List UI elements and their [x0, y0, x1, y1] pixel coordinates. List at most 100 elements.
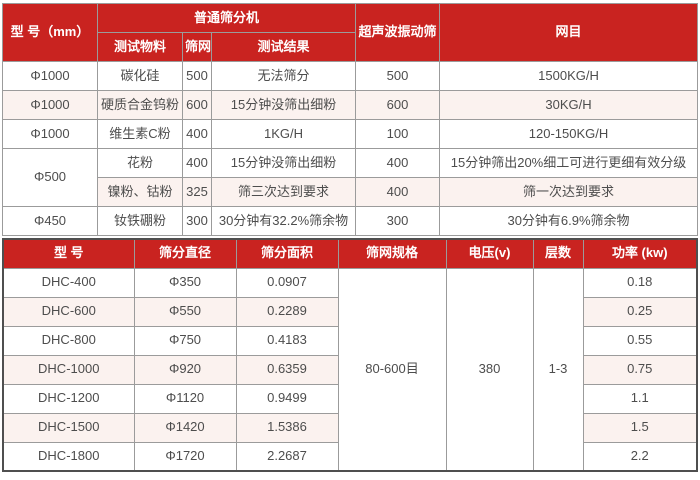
cell-ultrasonic-mesh: 100	[355, 119, 441, 149]
table-row: DHC-1000 Φ920 0.6359 0.75	[2, 354, 698, 385]
cell-diameter: Φ1420	[133, 412, 237, 443]
cell-result: 15分钟没筛出细粉	[210, 148, 357, 178]
cell-power: 0.55	[582, 325, 698, 356]
cell-model: DHC-1200	[2, 383, 135, 414]
th-test-material: 测试物料	[97, 32, 183, 62]
cell-model: DHC-600	[2, 296, 135, 327]
dhc-model-spec-table: 型 号 筛分直径 筛分面积 筛网规格 电压(v) 层数 功率 (kw) DHC-…	[2, 238, 698, 472]
cell-diameter: Φ550	[133, 296, 237, 327]
cell-model: DHC-1800	[2, 441, 135, 472]
th-ordinary-sieve: 普通筛分机	[96, 3, 357, 33]
cell-result: 30分钟有32.2%筛余物	[210, 206, 357, 236]
cell-power: 2.2	[582, 441, 698, 472]
cell-diameter: Φ1120	[133, 383, 237, 414]
table-row: Φ1000 硬质合金钨粉 600 15分钟没筛出细粉 600 30KG/H	[2, 90, 698, 120]
cell-material: 硬质合金钨粉	[97, 90, 183, 120]
cell-ultrasonic-mesh: 500	[355, 61, 441, 91]
cell-power: 1.5	[582, 412, 698, 443]
table1-header: 型 号（mm） 普通筛分机 超声波振动筛 网目 测试物料 筛网 测试结果	[2, 3, 698, 62]
th-sieve-area: 筛分面积	[235, 238, 339, 269]
cell-material: 维生素C粉	[97, 119, 183, 149]
cell-model: Φ1000	[2, 90, 98, 120]
table-row: DHC-1800 Φ1720 2.2687 2.2	[2, 441, 698, 472]
cell-model: Φ1000	[2, 119, 98, 149]
cell-mesh-output: 15分钟筛出20%细工可进行更细有效分级	[439, 148, 698, 178]
cell-area: 0.2289	[235, 296, 339, 327]
th-model-mm: 型 号（mm）	[2, 3, 98, 62]
table-row: 镍粉、钴粉 325 筛三次达到要求 400 筛一次达到要求	[3, 177, 698, 207]
table2-header: 型 号 筛分直径 筛分面积 筛网规格 电压(v) 层数 功率 (kw)	[2, 238, 698, 269]
cell-material: 钕铁硼粉	[97, 206, 183, 236]
cell-diameter: Φ1720	[133, 441, 237, 472]
cell-model-merged: Φ500	[2, 148, 98, 207]
table1-header-row-1: 型 号（mm） 普通筛分机 超声波振动筛 网目	[2, 3, 698, 62]
table-row: Φ450 钕铁硼粉 300 30分钟有32.2%筛余物 300 30分钟有6.9…	[2, 206, 698, 236]
cell-area: 0.6359	[235, 354, 339, 385]
table-row: Φ500 花粉 400 15分钟没筛出细粉 400 15分钟筛出20%细工可进行…	[2, 148, 698, 207]
th-sieve-mesh: 筛网	[182, 32, 212, 62]
cell-area: 0.0907	[235, 267, 339, 298]
cell-result: 无法筛分	[210, 61, 357, 91]
cell-mesh-output: 30分钟有6.9%筛余物	[439, 206, 698, 236]
cell-mesh-output: 1500KG/H	[439, 61, 698, 91]
cell-result: 1KG/H	[210, 119, 357, 149]
table2-header-row: 型 号 筛分直径 筛分面积 筛网规格 电压(v) 层数 功率 (kw)	[2, 238, 698, 269]
cell-power: 0.18	[582, 267, 698, 298]
cell-result: 15分钟没筛出细粉	[210, 90, 357, 120]
th-test-result: 测试结果	[210, 32, 357, 62]
cell-result: 筛三次达到要求	[210, 177, 357, 207]
cell-ultrasonic-mesh: 300	[355, 206, 441, 236]
cell-mesh-output: 筛一次达到要求	[439, 177, 698, 207]
cell-model: DHC-1000	[2, 354, 135, 385]
cell-material: 镍粉、钴粉	[97, 177, 183, 207]
cell-mesh-spec-merged: 80-600目	[337, 267, 447, 472]
cell-mesh: 600	[182, 90, 212, 120]
cell-layers-merged: 1-3	[532, 267, 584, 472]
cell-power: 0.25	[582, 296, 698, 327]
table-row: Φ1000 维生素C粉 400 1KG/H 100 120-150KG/H	[2, 119, 698, 149]
th-mesh-spec: 筛网规格	[337, 238, 447, 269]
cell-ultrasonic-mesh: 600	[355, 90, 441, 120]
table1-body: Φ1000 碳化硅 500 无法筛分 500 1500KG/H Φ1000 硬质…	[2, 61, 698, 236]
sieve-test-comparison-table: 型 号（mm） 普通筛分机 超声波振动筛 网目 测试物料 筛网 测试结果 Φ10…	[2, 3, 698, 236]
cell-model: DHC-1500	[2, 412, 135, 443]
cell-material: 碳化硅	[97, 61, 183, 91]
cell-area: 0.4183	[235, 325, 339, 356]
cell-mesh: 325	[182, 177, 212, 207]
cell-model: DHC-800	[2, 325, 135, 356]
cell-voltage-merged: 380	[445, 267, 534, 472]
cell-model: Φ450	[2, 206, 98, 236]
cell-ultrasonic-mesh: 400	[355, 148, 441, 178]
cell-diameter: Φ920	[133, 354, 237, 385]
cell-area: 1.5386	[235, 412, 339, 443]
th-power: 功率 (kw)	[582, 238, 698, 269]
cell-diameter: Φ750	[133, 325, 237, 356]
cell-material: 花粉	[97, 148, 183, 178]
table-row: DHC-400 Φ350 0.0907 80-600目 380 1-3 0.18	[2, 267, 698, 472]
table1-header-row-2: 测试物料 筛网 测试结果	[3, 32, 698, 62]
cell-mesh: 500	[182, 61, 212, 91]
th-voltage: 电压(v)	[445, 238, 534, 269]
cell-mesh: 400	[182, 148, 212, 178]
cell-model: Φ1000	[2, 61, 98, 91]
table2-body: DHC-400 Φ350 0.0907 80-600目 380 1-3 0.18…	[2, 267, 698, 472]
cell-diameter: Φ350	[133, 267, 237, 298]
th-sieve-diameter: 筛分直径	[133, 238, 237, 269]
cell-power: 0.75	[582, 354, 698, 385]
table-row: DHC-600 Φ550 0.2289 0.25	[2, 296, 698, 327]
cell-area: 2.2687	[235, 441, 339, 472]
th-layers: 层数	[532, 238, 584, 269]
table-row: DHC-1200 Φ1120 0.9499 1.1	[2, 383, 698, 414]
th-mesh-count: 网目	[439, 3, 698, 62]
cell-area: 0.9499	[235, 383, 339, 414]
cell-mesh-output: 30KG/H	[439, 90, 698, 120]
table-row: Φ1000 碳化硅 500 无法筛分 500 1500KG/H	[2, 61, 698, 91]
cell-power: 1.1	[582, 383, 698, 414]
cell-mesh: 300	[182, 206, 212, 236]
cell-mesh-output: 120-150KG/H	[439, 119, 698, 149]
th-ultrasonic-sieve: 超声波振动筛	[355, 3, 441, 62]
table-row: DHC-800 Φ750 0.4183 0.55	[2, 325, 698, 356]
cell-ultrasonic-mesh: 400	[355, 177, 441, 207]
th-model: 型 号	[2, 238, 135, 269]
